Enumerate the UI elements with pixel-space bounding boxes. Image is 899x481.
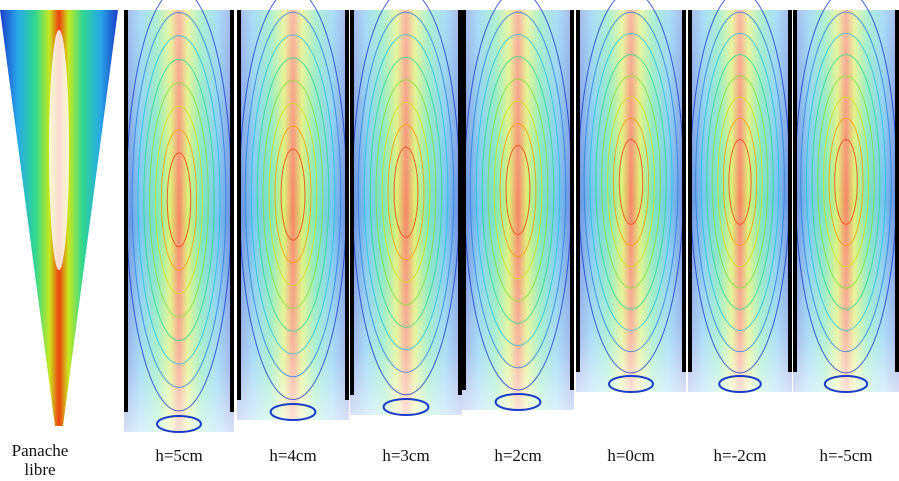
panel-label: h=0cm bbox=[607, 446, 655, 465]
contour-line bbox=[387, 124, 425, 261]
contour-panel bbox=[124, 0, 234, 433]
contour-panel bbox=[237, 0, 349, 421]
contour-line bbox=[149, 82, 209, 318]
panel-label: h=4cm bbox=[269, 446, 317, 465]
wall bbox=[350, 10, 354, 395]
fade bbox=[576, 10, 686, 392]
bottom-vortex bbox=[823, 375, 869, 393]
panel-label: h=-5cm bbox=[819, 446, 873, 465]
wall bbox=[895, 10, 899, 372]
panel-label: h=5cm bbox=[155, 446, 203, 465]
wall bbox=[345, 10, 349, 400]
contour-line bbox=[393, 146, 419, 238]
contour-line bbox=[381, 101, 431, 283]
bottom-vortex bbox=[269, 403, 317, 421]
contour-panels bbox=[0, 0, 899, 433]
fade bbox=[688, 10, 792, 392]
contour-line bbox=[268, 102, 318, 287]
contour-line bbox=[493, 100, 543, 280]
contour-line bbox=[722, 117, 758, 247]
contour-line bbox=[280, 148, 306, 241]
contour-line bbox=[595, 54, 667, 310]
contour-panel bbox=[793, 0, 899, 393]
wall bbox=[230, 10, 234, 412]
contour-line bbox=[155, 105, 203, 295]
wall bbox=[458, 10, 462, 395]
contour-line bbox=[256, 57, 330, 332]
contour-line bbox=[244, 11, 342, 378]
contour-line bbox=[505, 145, 531, 235]
contour-panel bbox=[576, 0, 686, 393]
wall bbox=[576, 10, 580, 372]
bottom-vortex bbox=[608, 375, 654, 393]
contour-line bbox=[250, 34, 336, 355]
fade bbox=[350, 10, 462, 415]
contour-panel bbox=[462, 0, 574, 411]
contour-line bbox=[828, 117, 864, 247]
contour-line bbox=[137, 35, 221, 365]
contour-line bbox=[499, 122, 537, 258]
wall bbox=[462, 10, 466, 390]
contour-line bbox=[711, 75, 769, 289]
contour-line bbox=[607, 96, 655, 268]
contour-line bbox=[160, 129, 198, 271]
contour-line bbox=[618, 138, 644, 225]
contour-line bbox=[817, 75, 875, 289]
contour-line bbox=[262, 80, 324, 309]
bottom-vortex bbox=[382, 398, 430, 416]
contour-line bbox=[612, 117, 650, 247]
contour-line bbox=[369, 56, 443, 328]
wall bbox=[237, 10, 241, 400]
wall bbox=[788, 10, 792, 372]
contour-line bbox=[695, 11, 785, 353]
contour-line bbox=[728, 138, 752, 225]
wall bbox=[793, 10, 797, 372]
contour-line bbox=[811, 54, 881, 310]
contour-line bbox=[475, 33, 561, 347]
contour-line bbox=[822, 96, 870, 268]
contour-line bbox=[357, 11, 455, 373]
contour-panel bbox=[0, 10, 118, 426]
contour-line bbox=[481, 56, 555, 324]
contour-line bbox=[583, 11, 679, 353]
contour-line bbox=[805, 32, 887, 331]
wall bbox=[682, 10, 686, 372]
wall bbox=[570, 10, 574, 390]
contour-line bbox=[800, 11, 892, 353]
wall bbox=[124, 10, 128, 412]
wall bbox=[688, 10, 692, 372]
bottom-vortex bbox=[156, 415, 202, 433]
core bbox=[49, 30, 69, 270]
fade bbox=[462, 10, 574, 410]
panel-label: h=-2cm bbox=[713, 446, 767, 465]
panel-label: h=3cm bbox=[382, 446, 430, 465]
fade bbox=[793, 10, 899, 392]
bottom-vortex bbox=[494, 393, 542, 411]
contour-line bbox=[274, 125, 312, 264]
fade bbox=[124, 10, 234, 432]
contour-line bbox=[375, 79, 437, 306]
contour-line bbox=[717, 96, 763, 268]
panel-label: Panache libre bbox=[11, 441, 69, 479]
contour-line bbox=[487, 78, 549, 302]
contour-panel bbox=[688, 0, 792, 393]
contour-line bbox=[700, 32, 780, 331]
contour-panel bbox=[350, 0, 462, 416]
contour-line bbox=[589, 32, 673, 331]
contour-line bbox=[706, 54, 774, 310]
fade bbox=[237, 10, 349, 420]
contour-line bbox=[166, 152, 192, 248]
panel-label: h=2cm bbox=[494, 446, 542, 465]
bottom-vortex bbox=[718, 375, 762, 393]
contour-line bbox=[601, 75, 661, 289]
contour-line bbox=[131, 11, 227, 388]
contour-line bbox=[143, 58, 215, 342]
contour-line bbox=[363, 34, 449, 351]
contour-line bbox=[469, 11, 567, 369]
contour-line bbox=[834, 138, 858, 225]
